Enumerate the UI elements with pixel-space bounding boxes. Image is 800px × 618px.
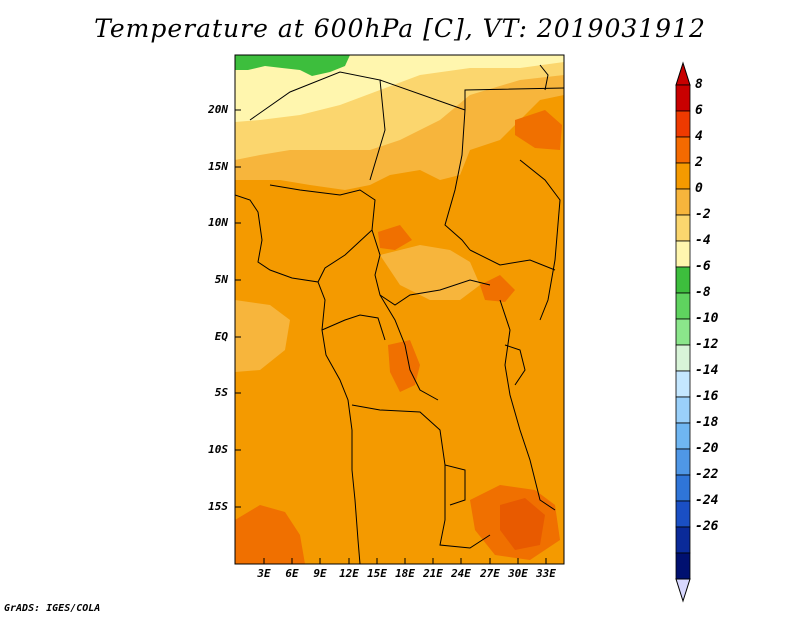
colorbar-segment: [675, 552, 691, 580]
border-sudan-egypt: [464, 87, 564, 110]
border-drc-angola: [351, 404, 466, 506]
colorbar-segment: [675, 396, 691, 424]
lon-label: 18E: [395, 567, 415, 580]
map-title: Temperature at 600hPa [C], VT: 201903191…: [94, 14, 706, 43]
border-rwanda-burundi: [504, 344, 526, 386]
lat-label: 20N: [208, 103, 228, 116]
field-red-orange-southeast: [500, 498, 545, 550]
border-nigeria-cameroon: [269, 184, 376, 283]
longitude-ticks: [263, 558, 547, 564]
grads-credit: GrADS: IGES/COLA: [4, 603, 101, 614]
lon-label: 12E: [339, 567, 359, 580]
border-angola-zambia: [439, 465, 491, 549]
colorbar-label: -12: [695, 337, 719, 352]
border-south-sudan: [469, 249, 556, 271]
colorbar-segment: [675, 214, 691, 242]
colorbar-segment: [675, 370, 691, 398]
border-gabon-congo: [321, 314, 386, 341]
field-dark-orange-cameroon: [378, 225, 412, 250]
colorbar-label: -10: [695, 311, 719, 326]
lon-label: 30E: [508, 567, 528, 580]
field-dark-orange-southwest: [235, 505, 305, 564]
colorbar-segment: [675, 136, 691, 164]
temperature-field: [235, 55, 564, 564]
border-east-africa: [499, 299, 556, 511]
border-cameroon-car: [371, 229, 491, 306]
colorbar-segment: [675, 110, 691, 138]
lat-label: 5S: [214, 386, 228, 399]
border-congo-drc: [379, 294, 439, 401]
colorbar-segment: [675, 318, 691, 346]
colorbar-label: -22: [695, 467, 719, 482]
colorbar-label: -24: [695, 493, 719, 508]
colorbar-label: 8: [695, 77, 703, 92]
colorbar-label: -6: [695, 259, 711, 274]
field-light-orange-central: [380, 245, 480, 300]
colorbar-label: -16: [695, 389, 719, 404]
coastline-west-africa: [235, 194, 361, 564]
lat-label: EQ: [214, 330, 228, 343]
colorbar-label: 2: [695, 155, 703, 170]
lat-label: 15S: [208, 500, 228, 513]
lon-label: 33E: [536, 567, 556, 580]
border-niger-chad: [249, 71, 386, 181]
lat-label: 10N: [208, 216, 228, 229]
lon-label: 15E: [367, 567, 387, 580]
latitude-ticks: [235, 109, 241, 508]
country-borders: [235, 64, 564, 564]
colorbar-over-arrow: [675, 61, 691, 86]
lon-label: 21E: [423, 567, 443, 580]
colorbar-label: -20: [695, 441, 719, 456]
colorbar-segment: [675, 240, 691, 268]
colorbar-segment: [675, 188, 691, 216]
colorbar-label: -4: [695, 233, 711, 248]
field-dark-orange-congo: [388, 340, 420, 392]
map-frame: [234, 54, 565, 565]
colorbar-segment: [675, 84, 691, 112]
lon-label: 24E: [451, 567, 471, 580]
colorbar-label: 6: [695, 103, 703, 118]
colorbar-label: -18: [695, 415, 719, 430]
colorbar-label: 4: [695, 129, 703, 144]
colorbar-segment: [675, 292, 691, 320]
lat-label: 5N: [214, 273, 228, 286]
field-dark-orange-car: [480, 275, 515, 302]
field-green-north: [235, 55, 350, 76]
colorbar-segment: [675, 526, 691, 554]
colorbar-segment: [675, 474, 691, 502]
colorbar-segment: [675, 422, 691, 450]
border-nile-red-sea: [539, 64, 549, 91]
colorbar-segment: [675, 500, 691, 528]
border-ethiopia-kenya: [519, 159, 561, 321]
colorbar-label: -8: [695, 285, 711, 300]
colorbar-label: -26: [695, 519, 719, 534]
colorbar-label: -2: [695, 207, 711, 222]
lon-label: 9E: [313, 567, 327, 580]
lon-label: 27E: [480, 567, 500, 580]
colorbar-label: -14: [695, 363, 719, 378]
field-dark-orange-east: [515, 110, 562, 150]
field-light-orange-west: [235, 300, 290, 372]
colorbar-segment: [675, 266, 691, 294]
colorbar-segment: [675, 344, 691, 372]
lat-label: 15N: [208, 160, 228, 173]
lat-label: 10S: [208, 443, 228, 456]
colorbar-segment: [675, 448, 691, 476]
lon-label: 6E: [285, 567, 299, 580]
colorbar-label: 0: [695, 181, 703, 196]
colorbar-segment: [675, 162, 691, 190]
colorbar: [675, 61, 691, 603]
lon-label: 3E: [257, 567, 271, 580]
colorbar-under-arrow: [675, 578, 691, 603]
